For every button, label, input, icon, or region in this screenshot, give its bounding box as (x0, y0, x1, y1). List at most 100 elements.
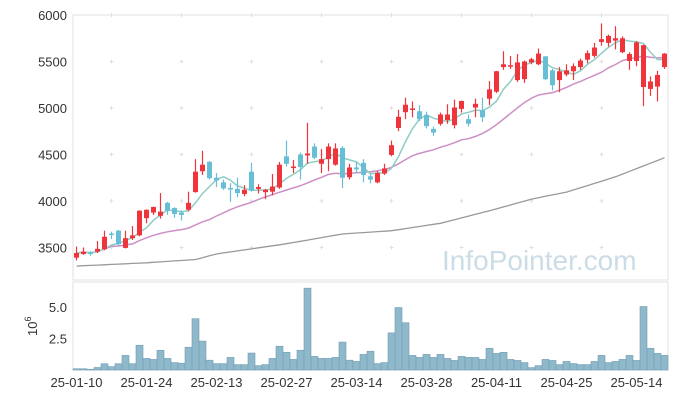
candle (368, 174, 373, 184)
candle-body (354, 167, 359, 170)
grid-cross (179, 13, 184, 17)
candle-body (291, 166, 296, 169)
price-tick-label: 4500 (38, 147, 67, 162)
candle-body (102, 236, 107, 250)
candle (508, 55, 513, 69)
candle (564, 64, 569, 77)
candle (88, 251, 93, 256)
volume-bar (121, 355, 130, 371)
candle (655, 70, 660, 102)
volume-bar (135, 344, 144, 371)
candle (207, 160, 212, 180)
volume-bar (471, 357, 480, 371)
volume-bar (506, 359, 515, 371)
volume-tick-label: 2.5 (49, 332, 67, 347)
volume-bar (408, 355, 417, 371)
candle (165, 201, 170, 215)
candle-body (312, 146, 317, 158)
volume-bar (254, 365, 263, 371)
candle-body (347, 167, 352, 178)
volume-bar (72, 368, 81, 371)
watermark: InfoPointer.com (442, 245, 637, 276)
candle (277, 161, 282, 189)
volume-bar (632, 360, 641, 371)
candle-body (179, 212, 184, 215)
volume-bar (562, 361, 571, 371)
volume-bar (485, 347, 494, 371)
candle (235, 177, 240, 198)
candle-body (165, 202, 170, 211)
candle-body (578, 60, 583, 68)
volume-bar (261, 364, 270, 371)
x-tick-label: 25-03-14 (330, 375, 382, 390)
x-tick-label: 25-01-24 (120, 375, 172, 390)
volume-bar (569, 363, 578, 371)
candle (585, 50, 590, 64)
candle (529, 57, 534, 65)
candle (501, 51, 506, 70)
grid-cross (109, 105, 114, 110)
volume-bar (247, 352, 256, 371)
candle (95, 240, 100, 254)
volume-bar (170, 362, 179, 371)
candle (578, 58, 583, 70)
volume-bar (583, 364, 592, 371)
candle-body (200, 164, 205, 172)
volume-bar (436, 354, 445, 371)
candle (256, 184, 261, 194)
candle-body (333, 148, 338, 165)
volume-bar (660, 355, 669, 371)
volume-bar (303, 287, 312, 371)
candle-body (424, 114, 429, 127)
candle-body (130, 235, 135, 239)
volume-bar (289, 359, 298, 371)
grid-cross (599, 105, 604, 110)
candle (340, 146, 345, 188)
candle-body (571, 66, 576, 72)
candle (214, 173, 219, 188)
candle (592, 42, 597, 58)
candle-body (389, 145, 394, 155)
volume-bar (646, 347, 655, 371)
volume-bar (450, 360, 459, 371)
candle (81, 247, 86, 255)
x-tick-label: 25-01-10 (50, 375, 102, 390)
candle (452, 99, 457, 129)
grid-cross (459, 198, 464, 203)
grid-cross (389, 105, 394, 110)
candle-body (270, 186, 275, 192)
candle (634, 41, 639, 67)
candle-body (172, 207, 177, 214)
volume-bar (576, 364, 585, 371)
volume-unit-base: 10 (25, 322, 40, 336)
volume-bar (296, 349, 305, 371)
volume-bar (338, 341, 347, 371)
volume-bar (478, 359, 487, 371)
candle-body (466, 119, 471, 124)
grid-cross (249, 105, 254, 110)
volume-bar (611, 361, 620, 371)
grid-cross (109, 152, 114, 157)
candles (74, 23, 667, 261)
candle-body (186, 202, 191, 210)
volume-bar (114, 363, 123, 371)
candle-body (606, 35, 611, 43)
candle (109, 231, 114, 240)
candle (515, 54, 520, 82)
candle (403, 97, 408, 120)
candle (151, 206, 156, 215)
candle (620, 36, 625, 54)
volume-bar (352, 361, 361, 371)
volume-bar (366, 350, 375, 371)
volume-bar (212, 363, 221, 371)
grid-cross (319, 105, 324, 110)
grid-cross (319, 245, 324, 250)
volume-bar (618, 359, 627, 371)
candle-body (662, 53, 667, 68)
candle (186, 191, 191, 212)
candle-body (193, 171, 198, 193)
candle (130, 226, 135, 241)
candle-body (564, 70, 569, 75)
grid-cross (249, 59, 254, 64)
candle (382, 163, 387, 175)
